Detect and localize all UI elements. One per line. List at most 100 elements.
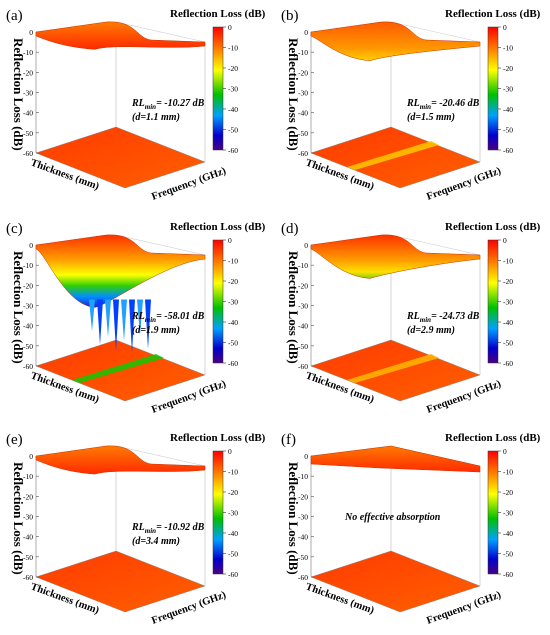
floor-minimum-band (72, 354, 164, 383)
z-tick-label: 0 (304, 28, 308, 37)
colorbar-tick-label: -10 (503, 44, 513, 53)
colorbar-tick-label: -30 (228, 298, 238, 307)
z-tick-label: 0 (29, 452, 33, 461)
rl-min-annotation: RLmin= -10.27 dB (131, 98, 205, 111)
colorbar-tick-label: -40 (503, 318, 513, 327)
colorbar-tick-label: 0 (228, 23, 232, 32)
chart-title: Reflection Loss (dB) (445, 432, 541, 444)
panel-label: (b) (281, 8, 299, 24)
colorbar-tick-label: -60 (503, 570, 513, 579)
rl-surface (35, 234, 206, 308)
colorbar-tick-label: 0 (503, 236, 507, 245)
rl-surface (310, 445, 481, 473)
z-tick-label: -50 (23, 342, 33, 351)
colorbar-tick-label: -40 (503, 105, 513, 114)
z-tick-label: -40 (23, 109, 33, 118)
chart-title: Reflection Loss (dB) (445, 8, 541, 20)
no-absorption-annotation: No effective absorption (344, 512, 441, 523)
top-right-edge (390, 21, 481, 43)
colorbar-tick-label: -50 (503, 126, 513, 135)
z-tick-label: -60 (298, 573, 308, 582)
rl-min-annotation: RLmin= -20.46 dB (406, 98, 480, 111)
z-tick-label: -20 (298, 492, 308, 501)
colorbar-tick-label: -20 (503, 277, 513, 286)
z-tick-label: -20 (23, 281, 33, 290)
z-tick-label: -10 (23, 472, 33, 481)
z-tick-label: -10 (298, 261, 308, 270)
top-right-edge (390, 234, 481, 256)
colorbar-tick-label: -50 (503, 550, 513, 559)
colorbar (212, 239, 224, 364)
rl-min-annotation: RLmin= -58.01 dB (131, 311, 205, 324)
colorbar (487, 239, 499, 364)
z-tick-label: -60 (23, 362, 33, 371)
floor-heatmap (35, 550, 206, 613)
colorbar-tick-label: -10 (228, 468, 238, 477)
z-tick-label: -20 (23, 68, 33, 77)
colorbar-tick-label: -60 (228, 570, 238, 579)
floor-heatmap (310, 550, 481, 613)
colorbar-tick-label: -50 (228, 339, 238, 348)
z-tick-label: -10 (23, 48, 33, 57)
z-tick-label: 0 (304, 452, 308, 461)
z-axis-label: Reflection Loss (dB) (11, 462, 26, 575)
z-tick-label: -30 (23, 302, 33, 311)
colorbar-tick-label: -20 (228, 488, 238, 497)
colorbar-tick-label: -30 (503, 85, 513, 94)
top-right-edge (115, 445, 206, 467)
z-tick-label: -40 (298, 533, 308, 542)
z-tick-label: -30 (298, 89, 308, 98)
chart-title: Reflection Loss (dB) (170, 221, 266, 233)
colorbar-tick-label: -20 (228, 277, 238, 286)
z-axis-label: Reflection Loss (dB) (286, 251, 301, 364)
z-axis-label: Reflection Loss (dB) (11, 38, 26, 151)
top-right-edge (115, 21, 206, 43)
colorbar-tick-label: -10 (503, 468, 513, 477)
chart-title: Reflection Loss (dB) (170, 432, 266, 444)
top-right-edge (115, 234, 206, 256)
thickness-annotation: (d=1.9 mm) (132, 325, 180, 336)
colorbar (487, 26, 499, 151)
colorbar-tick-label: -30 (503, 298, 513, 307)
z-tick-label: -10 (298, 48, 308, 57)
rl-surface (35, 21, 206, 50)
z-tick-label: -30 (23, 513, 33, 522)
floor-minimum-band (347, 354, 439, 383)
colorbar-tick-label: -50 (503, 339, 513, 348)
z-tick-label: 0 (29, 241, 33, 250)
panel-label: (a) (6, 8, 23, 24)
z-tick-label: -30 (298, 513, 308, 522)
colorbar-tick-label: -20 (503, 488, 513, 497)
z-tick-label: 0 (29, 28, 33, 37)
z-tick-label: -20 (23, 492, 33, 501)
rl-spike (145, 299, 151, 349)
z-tick-label: -60 (298, 149, 308, 158)
panel-b: (b) Reflection Loss (dB) Reflection Loss (… (281, 8, 541, 203)
z-tick-label: -60 (298, 362, 308, 371)
z-tick-label: -40 (23, 322, 33, 331)
rl-spike (105, 299, 111, 337)
colorbar-tick-label: -30 (228, 85, 238, 94)
z-tick-label: -50 (298, 129, 308, 138)
colorbar-tick-label: -10 (228, 257, 238, 266)
colorbar-tick-label: 0 (228, 236, 232, 245)
rl-spike (113, 299, 119, 351)
panel-label: (f) (281, 432, 296, 448)
z-axis-label: Reflection Loss (dB) (11, 251, 26, 364)
rl-min-annotation: RLmin= -10.92 dB (131, 522, 205, 535)
z-axis-label: Reflection Loss (dB) (286, 462, 301, 575)
rl-spike (129, 299, 135, 353)
z-tick-label: -40 (298, 322, 308, 331)
z-tick-label: -30 (298, 302, 308, 311)
panel-c: (c) Reflection Loss (dB) Reflection Loss (… (6, 221, 266, 416)
colorbar-tick-label: -10 (503, 257, 513, 266)
panel-d: (d) Reflection Loss (dB) Reflection Loss (… (281, 221, 541, 416)
colorbar (212, 26, 224, 151)
colorbar-tick-label: -20 (228, 64, 238, 73)
colorbar-tick-label: -60 (228, 359, 238, 368)
rl-surface (310, 234, 481, 279)
colorbar-tick-label: -60 (503, 359, 513, 368)
z-tick-label: -10 (298, 472, 308, 481)
chart-title: Reflection Loss (dB) (170, 8, 266, 20)
